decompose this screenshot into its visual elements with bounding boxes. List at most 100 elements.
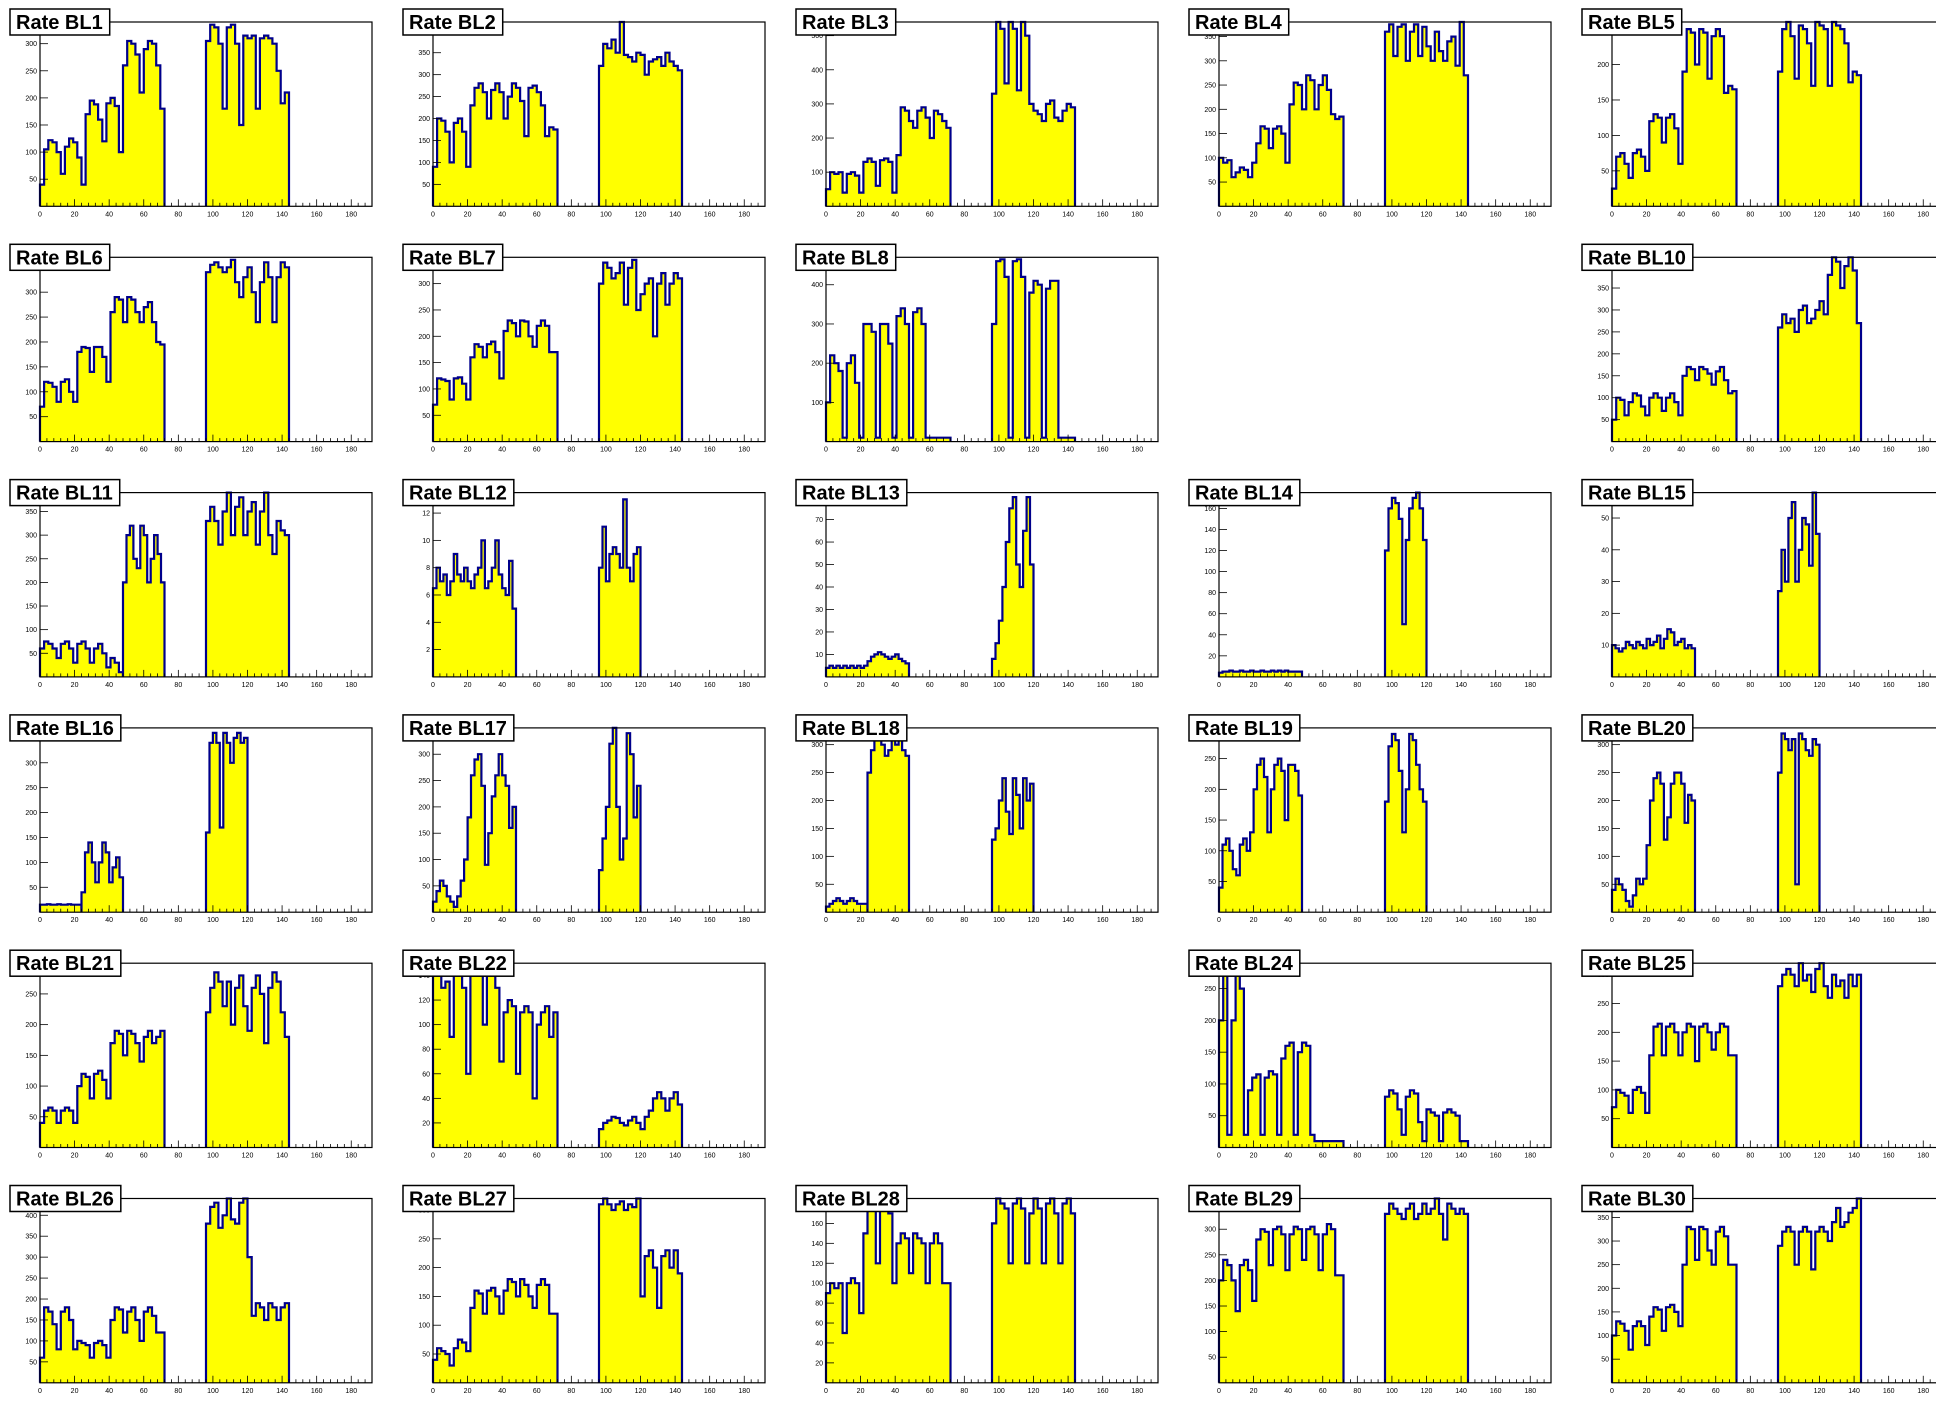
y-tick-label: 300 <box>25 41 37 48</box>
histogram-outline <box>1217 757 1304 913</box>
x-tick-label: 20 <box>464 682 472 689</box>
histogram-panel: 0 20 40 60 80 100 120 140 160 180 100 200 300 400 500R… <box>795 8 1159 218</box>
x-tick-label: 180 <box>1917 447 1929 454</box>
chart-title-box <box>1581 8 1683 36</box>
histogram-panel: 0 20 40 60 80 100 120 140 160 180 10 20 30 40 50 Rate B… <box>1581 478 1936 689</box>
x-tick-label: 40 <box>105 1153 113 1160</box>
histogram-panel: 0 20 40 60 80 100 120 140 160 180 2 4 6 8 10 12 Rate BL1… <box>402 478 766 689</box>
chart-title-box <box>795 714 908 742</box>
y-tick-label: 200 <box>811 361 823 368</box>
y-tick-label: 150 <box>25 1317 37 1324</box>
x-tick-label: 60 <box>926 682 934 689</box>
chart-title-box <box>1188 478 1301 507</box>
chart-title: Rate BL8 <box>802 247 889 269</box>
y-tick-label: 300 <box>811 101 823 108</box>
x-tick-label: 180 <box>1917 917 1929 924</box>
y-tick-label: 150 <box>1204 1050 1216 1057</box>
histogram-panel: 0204060801001201401601805010015020025030… <box>1581 949 1936 1160</box>
x-tick-label: 120 <box>1421 1153 1433 1160</box>
y-tick-label: 200 <box>25 810 37 817</box>
y-tick-label: 100 <box>1204 569 1216 576</box>
histogram-outline <box>990 20 1077 207</box>
x-tick-label: 0 <box>38 1388 42 1395</box>
y-tick-label: 6 <box>426 592 430 599</box>
plot-frame <box>825 492 1159 678</box>
histogram-fill <box>599 1092 682 1148</box>
y-tick-label: 100 <box>811 1281 823 1288</box>
y-tick-label: 350 <box>1597 1215 1609 1222</box>
x-tick-label: 40 <box>1284 1388 1292 1395</box>
chart-title: Rate BL13 <box>802 483 900 505</box>
histogram-outline <box>1776 256 1863 442</box>
x-tick-label: 100 <box>207 211 219 218</box>
x-tick-label: 40 <box>1677 917 1685 924</box>
x-tick-label: 40 <box>498 682 506 689</box>
histogram-outline <box>1776 732 1821 913</box>
x-tick-label: 180 <box>1524 1388 1536 1395</box>
x-tick-label: 80 <box>567 1153 575 1160</box>
histogram-fill <box>1385 1198 1468 1383</box>
histogram-panel: 0 20 40 60 80 100 120 140 160 180 20 40 60 80 100 120 14… <box>795 1184 1159 1395</box>
y-tick-label: 200 <box>25 580 37 587</box>
y-tick-label: 100 <box>1597 395 1609 402</box>
x-tick-label: 20 <box>1250 1388 1258 1395</box>
x-tick-label: 100 <box>600 211 612 218</box>
x-tick-label: 20 <box>71 447 79 454</box>
x-tick-label: 0 <box>1610 917 1614 924</box>
x-tick-label: 140 <box>1848 211 1860 218</box>
y-tick-label: 400 <box>811 67 823 74</box>
x-tick-label: 20 <box>464 1388 472 1395</box>
x-tick-label: 140 <box>276 211 288 218</box>
histogram-outline <box>1776 1197 1863 1383</box>
histogram-outline <box>204 23 291 207</box>
y-tick-label: 100 <box>418 1323 430 1330</box>
chart-title: Rate BL22 <box>409 953 507 975</box>
x-tick-label: 0 <box>38 211 42 218</box>
x-tick-label: 80 <box>960 682 968 689</box>
x-tick-label: 80 <box>960 211 968 218</box>
y-tick-label: 300 <box>1204 58 1216 65</box>
x-tick-label: 80 <box>1746 682 1754 689</box>
y-tick-label: 150 <box>418 360 430 367</box>
y-tick-label: 100 <box>25 627 37 634</box>
x-tick-label: 120 <box>1421 1388 1433 1395</box>
y-tick-label: 50 <box>29 651 37 658</box>
chart-title: Rate BL11 <box>16 483 113 505</box>
y-tick-label: 80 <box>815 1301 823 1308</box>
histogram-fill <box>206 492 289 677</box>
x-tick-label: 180 <box>738 447 750 454</box>
histogram-outline <box>990 777 1035 913</box>
chart-title-box <box>1581 1184 1694 1213</box>
y-tick-label: 300 <box>25 760 37 767</box>
y-tick-label: 30 <box>1601 579 1609 586</box>
x-tick-label: 60 <box>1712 682 1720 689</box>
y-tick-label: 100 <box>1597 1087 1609 1094</box>
x-tick-label: 40 <box>1677 1153 1685 1160</box>
x-tick-label: 160 <box>311 1153 323 1160</box>
histogram-outline <box>431 753 518 913</box>
histogram-outline <box>1217 1223 1345 1383</box>
y-tick-label: 150 <box>1597 97 1609 104</box>
y-tick-label: 100 <box>418 386 430 393</box>
y-tick-label: 300 <box>1597 742 1609 749</box>
histogram-fill <box>206 1198 289 1383</box>
histogram-fill <box>992 259 1075 442</box>
chart-title-box <box>1581 243 1694 272</box>
histogram-outline <box>1610 628 1697 677</box>
x-tick-label: 180 <box>1917 1388 1929 1395</box>
x-tick-label: 160 <box>704 211 716 218</box>
x-tick-label: 60 <box>1319 917 1327 924</box>
chart-title: Rate BL21 <box>16 953 114 975</box>
y-tick-label: 100 <box>1204 848 1216 855</box>
histogram-fill <box>206 24 289 207</box>
y-tick-label: 250 <box>1597 329 1609 336</box>
histogram-outline <box>1217 669 1304 677</box>
histogram-fill <box>1219 75 1344 207</box>
x-tick-label: 60 <box>533 1153 541 1160</box>
y-tick-label: 50 <box>422 1352 430 1359</box>
y-tick-label: 100 <box>25 1338 37 1345</box>
histogram-outline <box>38 903 83 913</box>
y-tick-label: 50 <box>1208 879 1216 886</box>
